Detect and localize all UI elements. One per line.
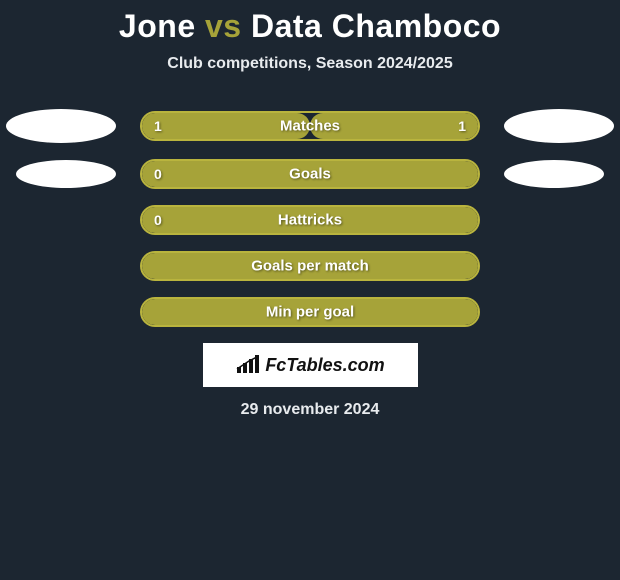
page-title: Jone vs Data Chamboco bbox=[0, 8, 620, 45]
infographic-container: Jone vs Data Chamboco Club competitions,… bbox=[0, 0, 620, 419]
player1-marker bbox=[16, 160, 116, 188]
player1-name: Jone bbox=[119, 8, 196, 44]
bar-fill-left bbox=[142, 113, 310, 139]
footer-date: 29 november 2024 bbox=[0, 401, 620, 419]
bar-fill-left bbox=[142, 253, 478, 279]
bar-fill-right bbox=[310, 113, 478, 139]
logo-text: FcTables.com bbox=[265, 355, 384, 376]
bar-fill-left bbox=[142, 207, 478, 233]
stat-row-matches: Matches11 bbox=[0, 109, 620, 143]
logo-box: FcTables.com bbox=[203, 343, 418, 387]
stat-bar-gpm: Goals per match bbox=[140, 251, 480, 281]
stat-bar-mpg: Min per goal bbox=[140, 297, 480, 327]
stat-row-mpg: Min per goal bbox=[0, 297, 620, 327]
bar-fill-left bbox=[142, 299, 478, 325]
vs-label: vs bbox=[205, 8, 242, 44]
stat-row-gpm: Goals per match bbox=[0, 251, 620, 281]
stat-bar-hattricks: Hattricks0 bbox=[140, 205, 480, 235]
barchart-icon bbox=[235, 355, 261, 375]
logo: FcTables.com bbox=[235, 355, 384, 376]
player1-marker bbox=[6, 109, 116, 143]
stat-bar-matches: Matches11 bbox=[140, 111, 480, 141]
player2-marker bbox=[504, 160, 604, 188]
stat-bar-goals: Goals0 bbox=[140, 159, 480, 189]
player2-name: Data Chamboco bbox=[251, 8, 501, 44]
subtitle: Club competitions, Season 2024/2025 bbox=[0, 55, 620, 73]
stat-bars: Matches11 Goals0 Hattricks0 Goals per match… bbox=[0, 109, 620, 327]
bar-fill-left bbox=[142, 161, 478, 187]
stat-row-hattricks: Hattricks0 bbox=[0, 205, 620, 235]
stat-row-goals: Goals0 bbox=[0, 159, 620, 189]
player2-marker bbox=[504, 109, 614, 143]
